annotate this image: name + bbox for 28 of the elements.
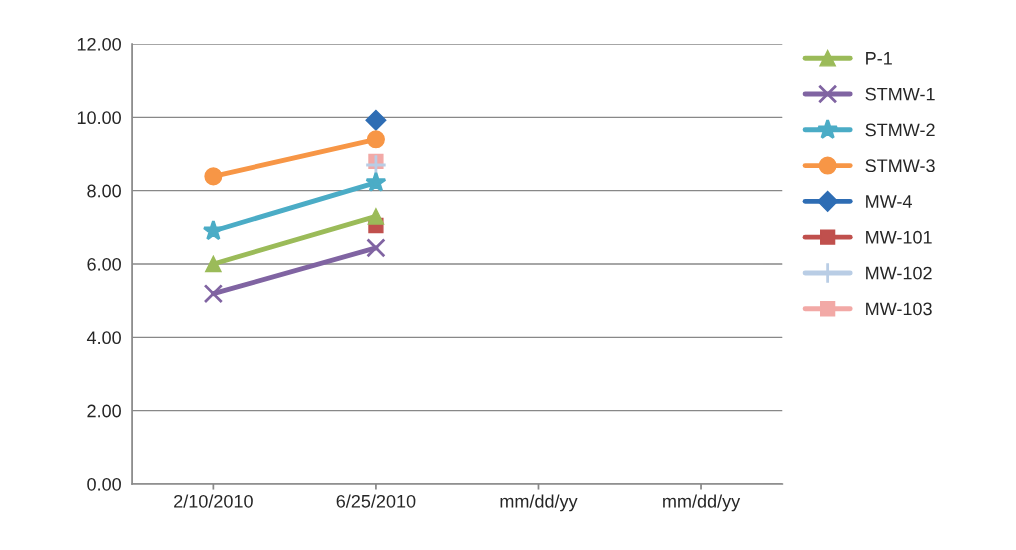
point [365, 109, 387, 131]
legend-label: STMW-2 [865, 123, 935, 137]
x-tick-label: 6/25/2010 [336, 494, 416, 508]
point [203, 283, 224, 304]
y-tick-label: 10.00 [77, 111, 121, 125]
x-tick-label: mm/dd/yy [500, 494, 578, 512]
legend-label: P-1 [866, 52, 892, 65]
y-tick-label: 0.00 [87, 477, 121, 491]
point [205, 255, 222, 273]
x-tick-label: 2/10/2010 [174, 494, 253, 508]
legend-label: STMW-3 [865, 159, 935, 173]
point [367, 207, 385, 225]
point [365, 171, 387, 192]
y-tick-label: 12.00 [77, 37, 121, 51]
legend-label: MW-101 [866, 230, 932, 244]
point [366, 238, 386, 258]
legend-label: MW-4 [866, 195, 912, 208]
legend-label: MW-103 [866, 302, 932, 316]
y-tick-label: 6.00 [87, 257, 121, 271]
legend-label: STMW-1 [865, 87, 935, 101]
point [366, 130, 385, 149]
y-tick-label: 2.00 [87, 404, 121, 418]
x-tick-label: mm/dd/yy [663, 494, 741, 512]
y-tick-label: 4.00 [86, 331, 121, 345]
y-tick-label: 8.00 [87, 184, 121, 198]
point [202, 219, 224, 241]
legend-label: MW-102 [866, 266, 932, 280]
point [204, 167, 223, 186]
